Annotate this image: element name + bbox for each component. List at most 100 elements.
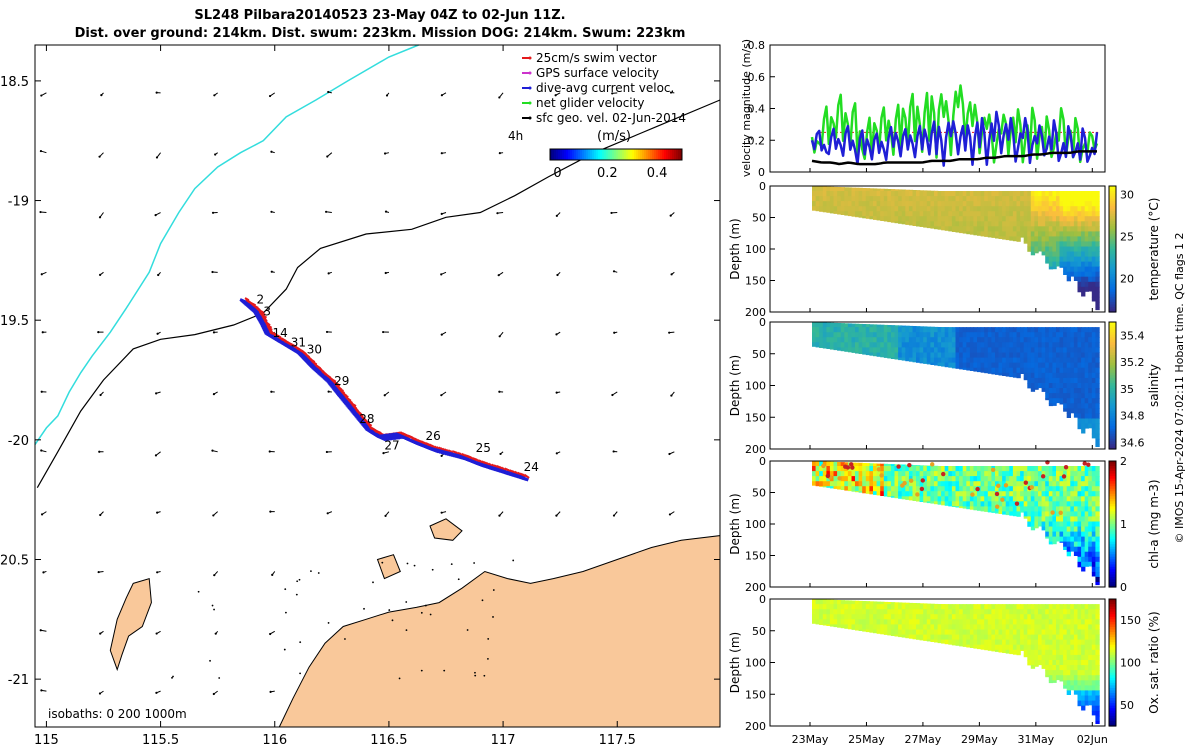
section-colorbar-cell <box>1109 609 1116 613</box>
section-cell <box>1023 337 1028 343</box>
section-cell <box>973 476 978 482</box>
section-cell <box>916 466 921 472</box>
section-cell <box>1016 231 1021 237</box>
section-cell <box>1066 551 1071 557</box>
section-cell <box>873 601 878 605</box>
section-colorbar-cell <box>1109 362 1116 366</box>
section-cell <box>1081 466 1086 472</box>
section-cell <box>1009 342 1014 348</box>
island <box>376 554 401 580</box>
section-cell <box>937 634 942 641</box>
arrow-head <box>498 335 501 338</box>
islet-dot <box>197 590 200 593</box>
section-cell <box>898 614 903 620</box>
track-day-label: 30 <box>307 343 322 357</box>
islet-dot <box>474 674 477 677</box>
speed-colorbar-cell <box>558 149 561 160</box>
section-cell <box>894 325 899 328</box>
section-cell <box>1005 609 1010 615</box>
section-cell <box>873 206 878 212</box>
section-cell <box>1063 665 1068 671</box>
section-cell <box>1095 301 1100 308</box>
section-cell <box>1091 476 1097 482</box>
section-cell <box>908 352 914 359</box>
section-cell <box>1084 201 1089 207</box>
section-cell <box>926 604 932 610</box>
section-cell <box>941 614 946 620</box>
section-cell <box>1045 256 1050 263</box>
section-cell <box>998 629 1003 636</box>
section-cell <box>998 372 1003 376</box>
section-cell <box>1095 695 1100 702</box>
section-cell <box>962 342 967 348</box>
section-cell <box>919 201 924 207</box>
section-cell <box>1048 266 1054 270</box>
section-cell <box>880 342 885 348</box>
section-cell <box>905 614 910 620</box>
section-cell <box>898 342 903 348</box>
map-x-tick-label: 115 <box>34 733 59 748</box>
section-cell <box>1038 221 1043 227</box>
section-cell <box>977 357 982 364</box>
speed-colorbar-tick: 0.2 <box>597 166 618 181</box>
section-cell <box>1016 362 1021 369</box>
section-cell <box>840 191 845 197</box>
section-cell <box>1027 624 1032 630</box>
section-cell <box>1009 511 1014 516</box>
section-cell <box>916 326 921 328</box>
section-colorbar-cell <box>1109 708 1116 712</box>
islet-dot <box>429 613 432 616</box>
section-cell <box>851 201 856 207</box>
speed-colorbar-cell <box>560 149 563 160</box>
section-cell <box>1034 506 1039 512</box>
section-cell <box>833 466 838 472</box>
section-cell <box>908 496 914 501</box>
arrow-head <box>97 331 100 334</box>
section-cell <box>855 337 860 343</box>
legend-swatch-head <box>528 71 532 75</box>
section-cell <box>905 481 910 487</box>
section-cell <box>1052 337 1057 343</box>
section-cell <box>937 196 942 202</box>
section-cell <box>1034 251 1039 254</box>
section-cell <box>1077 536 1082 543</box>
section-cell <box>1088 680 1093 686</box>
section-colorbar-cell <box>1109 703 1116 707</box>
section-cell <box>980 629 985 636</box>
section-cell <box>1034 624 1039 630</box>
section-cell <box>1048 496 1054 502</box>
arrow-head <box>270 270 273 273</box>
section-cell <box>1066 352 1071 359</box>
section-cell <box>995 496 1000 502</box>
section-cell <box>1034 352 1039 359</box>
section-cell <box>1073 261 1079 268</box>
section-cell <box>916 496 921 502</box>
section-cell <box>1091 196 1097 202</box>
chl-sample-dot <box>850 465 855 470</box>
section-cell <box>1095 506 1100 512</box>
section-cell <box>1084 511 1089 517</box>
section-cell <box>955 614 960 620</box>
section-cell <box>887 347 892 353</box>
section-cell <box>840 332 845 338</box>
section-cell <box>1066 670 1071 676</box>
section-cell <box>941 337 946 343</box>
section-cell <box>959 604 964 610</box>
arrow-head <box>99 273 102 277</box>
section-cell <box>862 191 867 197</box>
section-cell <box>1084 191 1089 197</box>
section-cell <box>1066 276 1071 282</box>
speed-colorbar-cell <box>636 149 639 160</box>
section-cell <box>883 619 889 625</box>
section-cell <box>890 464 896 467</box>
section-cell <box>1038 466 1043 472</box>
section-cell <box>826 327 831 333</box>
section-cell <box>858 337 863 343</box>
velocity-series-line <box>810 84 1099 164</box>
section-cell <box>1056 629 1061 636</box>
section-cell <box>919 639 924 641</box>
section-cell <box>1048 342 1054 348</box>
section-cell <box>883 624 889 630</box>
section-cell <box>1088 491 1093 497</box>
section-cell <box>1002 191 1007 197</box>
